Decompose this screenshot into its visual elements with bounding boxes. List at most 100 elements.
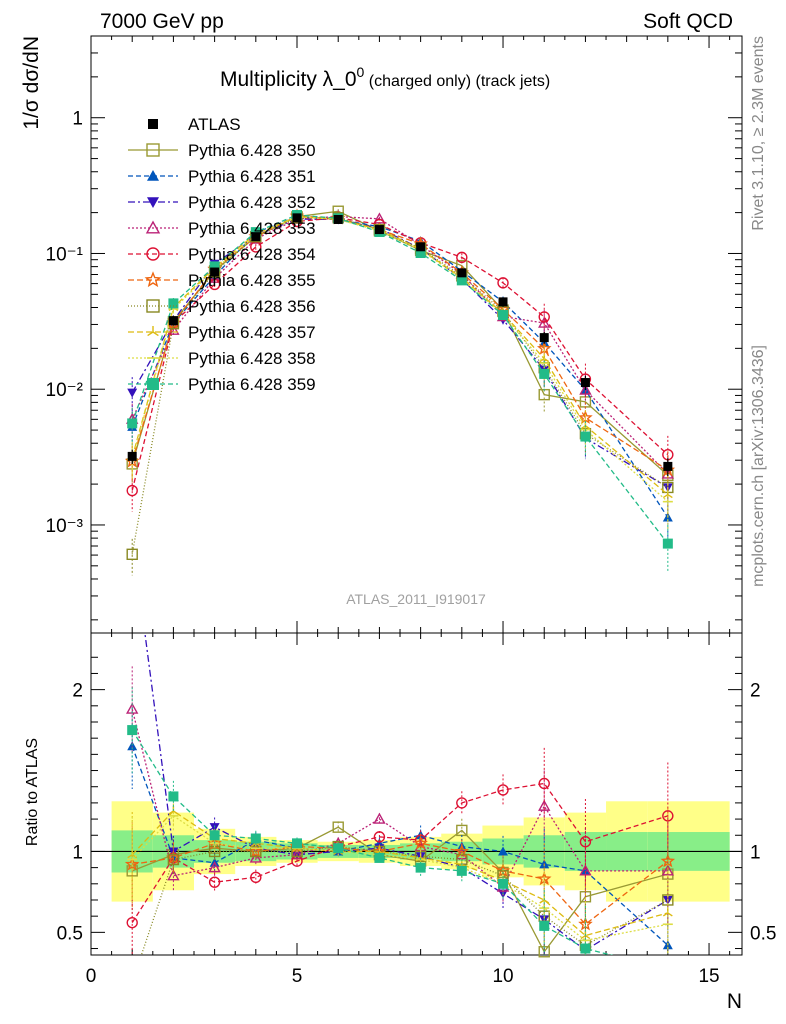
y-tick-label: 10⁻³ — [46, 516, 84, 537]
chart-title-sub: (charged only) (track jets) — [364, 73, 550, 90]
ratio-tick-label: 1 — [72, 842, 83, 863]
x-tick-label: 10 — [492, 966, 513, 987]
pythia-359-ratio-point — [539, 920, 550, 931]
pythia-354-ratio-point — [126, 916, 138, 929]
pythia-353-ratio-point — [249, 851, 262, 863]
ratio-tick-label-right: 0.5 — [750, 923, 776, 944]
atlas-point — [539, 333, 549, 343]
pythia-355-ratio-point — [124, 856, 140, 871]
ratio-tick-label-right: 2 — [750, 681, 761, 702]
chart-title-sup: 0 — [357, 64, 365, 80]
pythia-353-ratio-point — [290, 848, 304, 860]
legend-pythia-351-label: Pythia 6.428 351 — [188, 167, 316, 186]
pythia-359-ratio-point — [333, 843, 344, 854]
main-panel: 10⁻³ 10⁻² 10⁻¹ 1 — [46, 35, 743, 634]
pythia-352-ratio-point — [209, 823, 220, 833]
pythia-354-point — [208, 278, 221, 291]
legend-pythia-358-label: Pythia 6.428 358 — [188, 349, 316, 368]
y-tick-label: 10⁻² — [46, 380, 84, 401]
pythia-359-point — [662, 538, 673, 549]
ratio-axis-label: Ratio to ATLAS — [24, 738, 41, 846]
pythia-354-ratio-point — [208, 876, 221, 888]
pythia-353-ratio-point — [538, 799, 551, 811]
legend: ATLAS Pythia 6.428 350 Pythia 6.428 351 Pyt… — [128, 115, 316, 394]
y-axis-label: 1/σ dσ/dN — [20, 36, 43, 130]
pythia-359-ratio-point — [374, 852, 385, 863]
pythia-359-ratio-point — [127, 725, 138, 736]
pythia-351-ratio-point — [127, 741, 138, 751]
chart-title: Multiplicity λ_00 (charged only) (track … — [220, 64, 550, 91]
pythia-354-ratio-point — [456, 797, 468, 809]
atlas-point — [374, 225, 384, 235]
pythia-359-point — [250, 227, 261, 238]
pythia-351-ratio-point — [580, 865, 591, 875]
x-tick-label: 5 — [292, 966, 303, 987]
pythia-353-ratio-point — [373, 812, 386, 824]
legend-pythia-356-marker — [146, 299, 160, 313]
pythia-354-point — [126, 484, 138, 497]
energy-label: 7000 GeV pp — [100, 10, 224, 33]
main-panel-ticks: 10⁻³ 10⁻² 10⁻¹ 1 — [46, 35, 742, 633]
chart-title-main: Multiplicity λ_0 — [220, 68, 357, 91]
ratio-panel-ticks: 0.5 0.5 1 1 2 2 0 5 10 15 — [57, 633, 776, 987]
x-tick-label: 15 — [698, 966, 719, 987]
atlas-point — [292, 213, 302, 223]
pythia-355-ratio-point — [413, 835, 428, 850]
pythia-351-ratio-point — [498, 846, 509, 856]
pythia-359-ratio-point — [168, 791, 179, 802]
ratio-panel: 0.5 0.5 1 1 2 2 0 5 10 15 — [57, 632, 776, 987]
pythia-359-ratio-point — [292, 838, 303, 849]
atlas-point — [210, 267, 220, 277]
pythia-354-point — [538, 311, 550, 323]
legend-atlas-label: ATLAS — [188, 115, 241, 134]
legend-pythia-356-label: Pythia 6.428 356 — [188, 297, 316, 316]
pythia-354-ratio-point — [250, 871, 262, 884]
pythia-359-point — [539, 368, 550, 379]
pythia-359-point — [127, 418, 138, 429]
legend-pythia-350-marker — [146, 143, 160, 157]
ratio-panel-frame — [90, 632, 743, 956]
analysis-id: ATLAS_2011_I919017 — [346, 591, 486, 607]
legend-pythia-354-marker — [146, 247, 160, 261]
atlas-point — [416, 242, 426, 252]
pythia-353-ratio-point — [208, 861, 221, 873]
x-tick-label: 0 — [86, 966, 97, 987]
pythia-359-point — [415, 248, 426, 259]
legend-pythia-351-marker — [147, 170, 159, 181]
legend-pythia-350-label: Pythia 6.428 350 — [188, 141, 316, 160]
atlas-point — [457, 268, 467, 278]
rivet-label: Rivet 3.1.10, ≥ 2.3M events — [750, 36, 767, 231]
ratio-series — [124, 633, 676, 958]
atlas-point — [498, 297, 508, 307]
pythia-359-point — [498, 310, 509, 321]
legend-pythia-357-marker — [147, 326, 159, 337]
pythia-359-ratio-point — [415, 862, 426, 873]
pythia-353-ratio-point — [579, 864, 592, 876]
pythia-354-point — [456, 251, 468, 264]
legend-pythia-353-label: Pythia 6.428 353 — [188, 219, 316, 238]
pythia-353-point — [538, 316, 551, 328]
legend-pythia-359-marker — [147, 378, 159, 390]
pythia-359-point — [168, 298, 179, 309]
mcplots-label: mcplots.cern.ch [arXiv:1306.3436] — [750, 345, 767, 587]
ratio-tick-label: 0.5 — [57, 923, 83, 944]
x-axis-label: N — [727, 990, 742, 1013]
pythia-354-ratio-point — [497, 784, 509, 796]
legend-atlas-marker — [148, 119, 158, 129]
atlas-data-points — [127, 213, 673, 476]
pythia-356-point — [126, 548, 138, 560]
atlas-point — [127, 451, 137, 461]
pythia-356-ratio-point — [250, 845, 262, 858]
pythia-359-ratio-point — [250, 833, 261, 844]
pythia-350-ratio-point — [332, 821, 344, 833]
legend-pythia-359-label: Pythia 6.428 359 — [188, 375, 316, 394]
pythia-352-point — [127, 388, 138, 398]
pythia-354-point — [497, 277, 509, 289]
pythia-354-ratio-point — [579, 836, 592, 848]
pythia-359-point — [456, 275, 467, 286]
atlas-point — [251, 232, 261, 242]
legend-pythia-353-marker — [145, 220, 161, 234]
legend-pythia-352-marker — [147, 197, 159, 208]
ratio-tick-label-right: 1 — [750, 842, 761, 863]
